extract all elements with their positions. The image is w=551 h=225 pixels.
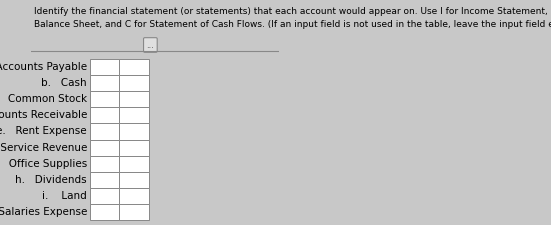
FancyBboxPatch shape [90,58,120,75]
Text: b.   Cash: b. Cash [41,78,87,88]
Text: f.    Service Revenue: f. Service Revenue [0,143,87,153]
FancyBboxPatch shape [120,75,149,91]
FancyBboxPatch shape [120,107,149,123]
Text: g.   Office Supplies: g. Office Supplies [0,159,87,169]
Text: j.    Salaries Expense: j. Salaries Expense [0,207,87,217]
FancyBboxPatch shape [120,172,149,188]
FancyBboxPatch shape [90,188,120,204]
FancyBboxPatch shape [120,58,149,75]
FancyBboxPatch shape [120,123,149,140]
Text: Identify the financial statement (or statements) that each account would appear : Identify the financial statement (or sta… [34,7,551,16]
FancyBboxPatch shape [90,75,120,91]
Text: Balance Sheet, and C for Statement of Cash Flows. (If an input field is not used: Balance Sheet, and C for Statement of Ca… [34,20,551,29]
Text: h.   Dividends: h. Dividends [15,175,87,185]
Text: a.   Accounts Payable: a. Accounts Payable [0,62,87,72]
FancyBboxPatch shape [120,204,149,220]
FancyBboxPatch shape [90,140,120,156]
FancyBboxPatch shape [144,38,157,52]
Text: d.   Accounts Receivable: d. Accounts Receivable [0,110,87,120]
FancyBboxPatch shape [90,204,120,220]
FancyBboxPatch shape [120,188,149,204]
FancyBboxPatch shape [120,140,149,156]
FancyBboxPatch shape [90,91,120,107]
FancyBboxPatch shape [90,172,120,188]
FancyBboxPatch shape [120,156,149,172]
Text: e.   Rent Expense: e. Rent Expense [0,126,87,136]
Text: ...: ... [147,40,154,50]
FancyBboxPatch shape [120,91,149,107]
Text: c.   Common Stock: c. Common Stock [0,94,87,104]
FancyBboxPatch shape [90,156,120,172]
FancyBboxPatch shape [90,107,120,123]
Text: i.    Land: i. Land [42,191,87,201]
FancyBboxPatch shape [90,123,120,140]
